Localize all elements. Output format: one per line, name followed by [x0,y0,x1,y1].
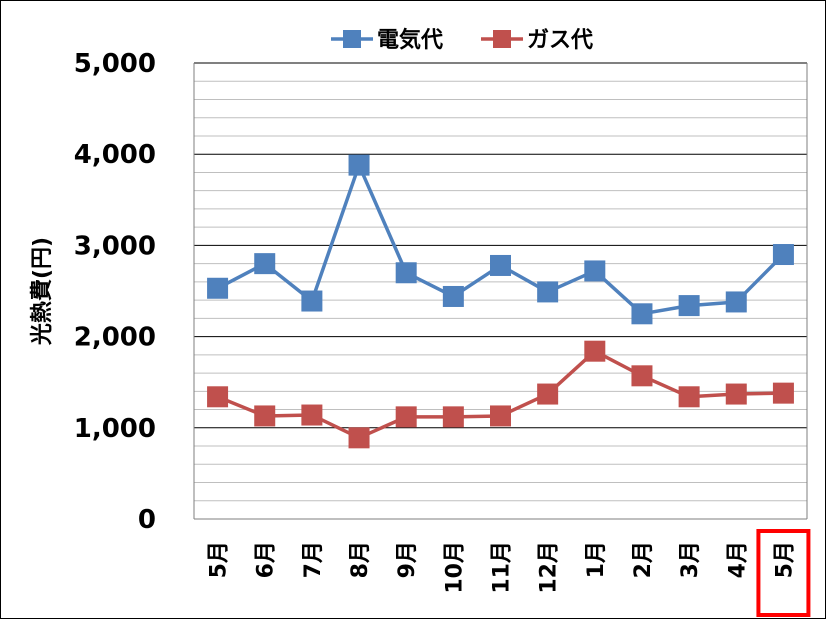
series-2-marker [725,383,747,405]
series-1-marker [537,281,559,303]
x-tick-label: 2月 [631,541,656,578]
legend-marker-2 [493,30,511,48]
highlight-box [756,529,811,617]
y-tick-label: 0 [138,505,156,535]
x-tick-label: 10月 [442,541,467,594]
series-1-marker [772,244,794,266]
x-tick-label: 6月 [254,541,279,578]
series-2-marker [537,383,559,405]
legend-label-1: 電気代 [377,27,443,53]
x-tick-label: 7月 [301,541,326,578]
y-tick-label: 2,000 [74,323,156,353]
y-tick-label: 1,000 [74,414,156,444]
x-tick-label: 5月 [207,541,232,578]
x-tick-label: 12月 [537,541,562,594]
series-1-marker [207,277,229,299]
series-1-marker [442,285,464,307]
plot-area [194,63,807,519]
series-1-marker [490,254,511,276]
series-1-marker [395,262,417,284]
series-2-marker [442,406,464,428]
series-2-marker [301,404,323,426]
y-tick-label: 4,000 [74,140,156,170]
x-tick-label: 8月 [348,541,373,578]
x-tick-label: 11月 [490,541,515,594]
x-tick-label: 5月 [772,541,797,578]
x-tick-label: 3月 [678,541,703,578]
x-tick-label: 9月 [395,541,420,578]
y-tick-label: 5,000 [74,49,156,79]
y-axis-label: 光熱費(円) [29,237,55,346]
series-1-marker [725,291,747,313]
series-2-marker [584,340,606,362]
series-2-marker [207,386,229,408]
series-1-marker [348,154,370,176]
legend-label-2: ガス代 [527,28,593,53]
x-tick-label: 1月 [584,541,609,578]
series-1-marker [631,303,653,325]
series-2-marker [772,382,794,404]
series-1-marker [254,253,276,275]
series-2-marker [490,405,511,427]
x-tick-label: 4月 [725,541,750,578]
series-2-marker [678,386,700,408]
series-1-marker [301,290,323,312]
series-2-marker [631,365,653,387]
series-2-marker [348,427,370,449]
series-1-marker [584,260,606,282]
y-tick-label: 3,000 [74,231,156,261]
series-2-marker [254,405,276,427]
series-1-marker [678,295,700,317]
legend-marker-1 [343,30,361,48]
series-2-marker [395,406,417,428]
